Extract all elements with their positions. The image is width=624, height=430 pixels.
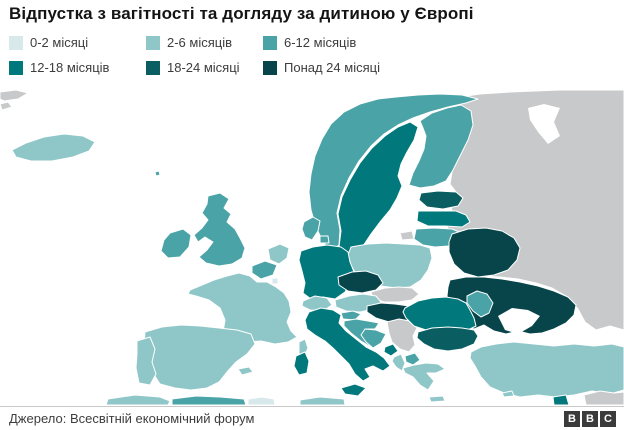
crimea-azov-region — [498, 308, 540, 334]
country-libya — [247, 396, 276, 405]
country-bosnia — [360, 328, 387, 349]
legend-label: 12-18 місяців — [30, 60, 110, 75]
legend-swatch — [263, 60, 277, 75]
legend-item-over-24: Понад 24 місяці — [263, 60, 380, 75]
country-france — [187, 272, 309, 358]
region-kaliningrad — [399, 230, 415, 241]
legend-item-18-24: 18-24 місяці — [146, 60, 263, 75]
country-serbia — [386, 318, 418, 353]
legend-item-2-6: 2-6 місяців — [146, 35, 263, 50]
country-north-macedonia — [404, 352, 421, 366]
country-albania — [391, 353, 406, 372]
country-montenegro — [383, 343, 399, 357]
legend-label: Понад 24 місяці — [284, 60, 380, 75]
country-ireland — [160, 228, 192, 259]
country-romania — [402, 296, 477, 332]
country-belarus — [448, 227, 521, 278]
country-slovenia — [340, 310, 362, 321]
country-netherlands — [267, 243, 290, 265]
legend-label: 0-2 місяці — [30, 35, 89, 50]
country-estonia — [418, 190, 464, 210]
bbc-logo: B B C — [564, 410, 616, 427]
country-united-kingdom — [193, 192, 246, 267]
country-latvia — [416, 210, 471, 228]
country-moldova — [466, 290, 494, 318]
country-luxembourg — [271, 277, 279, 285]
country-levant-strip — [552, 394, 570, 405]
country-turkey — [469, 341, 624, 398]
country-germany — [298, 244, 355, 300]
country-greece — [402, 362, 446, 403]
legend-label: 6-12 місяців — [284, 35, 357, 50]
white-sea — [528, 104, 560, 144]
legend-swatch — [9, 35, 23, 50]
legend: 0-2 місяці 2-6 місяців 6-12 місяців 12-1… — [9, 35, 380, 75]
bbc-logo-letter: B — [582, 410, 598, 427]
country-spain — [143, 324, 256, 391]
country-switzerland — [301, 295, 333, 312]
country-portugal — [135, 336, 157, 386]
country-italy — [293, 307, 391, 397]
country-norway — [308, 93, 479, 252]
legend-item-0-2: 0-2 місяці — [9, 35, 146, 50]
country-syria — [583, 390, 624, 405]
bbc-logo-letter: C — [600, 410, 616, 427]
country-greenland — [0, 89, 29, 111]
europe-choropleth-map — [0, 89, 624, 405]
country-iceland — [11, 133, 96, 162]
footer: Джерело: Всесвітній економічний форум B … — [0, 406, 624, 430]
country-faroe-islands — [154, 170, 161, 177]
country-bulgaria — [416, 326, 479, 352]
legend-label: 2-6 місяців — [167, 35, 233, 50]
country-tunisia-coast — [299, 396, 346, 405]
legend-label: 18-24 місяці — [167, 60, 240, 75]
source-text: Джерело: Всесвітній економічний форум — [9, 411, 255, 426]
legend-swatch — [146, 60, 160, 75]
country-cyprus — [501, 390, 515, 398]
page-title: Відпустка з вагітності та догляду за дит… — [9, 4, 474, 23]
country-belgium — [251, 260, 278, 280]
country-algeria — [171, 395, 247, 405]
bbc-logo-letter: B — [564, 410, 580, 427]
legend-item-6-12: 6-12 місяців — [263, 35, 380, 50]
country-morocco — [105, 394, 171, 405]
country-denmark — [301, 216, 330, 244]
country-czechia — [337, 270, 384, 294]
legend-swatch — [263, 35, 277, 50]
legend-swatch — [146, 35, 160, 50]
legend-item-12-18: 12-18 місяців — [9, 60, 146, 75]
legend-swatch — [9, 60, 23, 75]
country-finland — [408, 104, 474, 189]
